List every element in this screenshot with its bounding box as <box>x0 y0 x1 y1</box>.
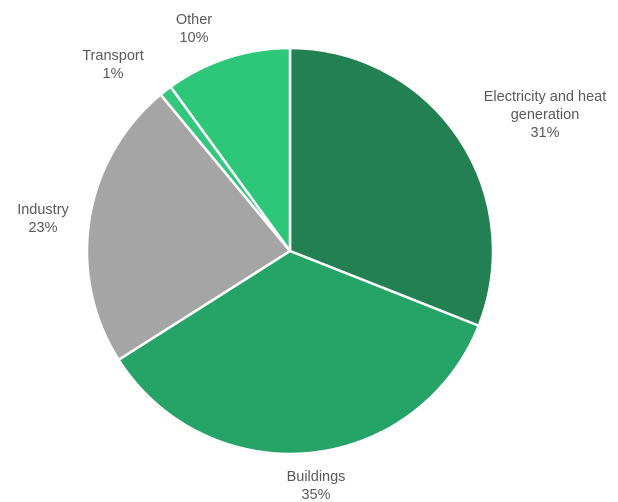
slice-value-label: 23% <box>28 220 57 236</box>
slice-value-label: 35% <box>301 487 330 502</box>
slice-name-label: generation <box>511 107 580 123</box>
slice-label-industry: Industry 23% <box>17 202 69 236</box>
slice-value-label: 10% <box>179 30 208 46</box>
slice-name-label: Buildings <box>287 469 346 485</box>
pie-slices <box>85 46 495 456</box>
slice-label-buildings: Buildings 35% <box>287 469 346 502</box>
slice-name-label: Electricity and heat <box>484 89 607 105</box>
slice-value-label: 1% <box>103 66 124 82</box>
pie-slice-buildings <box>117 249 480 456</box>
pie-slice-electricity-and-heat-generation <box>288 46 495 327</box>
slice-label-other: Other 10% <box>176 12 212 46</box>
slice-value-label: 31% <box>530 125 559 141</box>
slice-name-label: Other <box>176 12 212 28</box>
slice-name-label: Industry <box>17 202 69 218</box>
pie-labels: Electricity and heat generation 31% Buildin… <box>17 12 606 502</box>
slice-label-transport: Transport 1% <box>82 48 144 82</box>
pie-slice-other <box>169 46 292 253</box>
pie-slice-industry <box>85 93 292 362</box>
slice-name-label: Transport <box>82 48 144 64</box>
slice-label-electricity-and-heat-generation: Electricity and heat generation 31% <box>484 89 607 141</box>
